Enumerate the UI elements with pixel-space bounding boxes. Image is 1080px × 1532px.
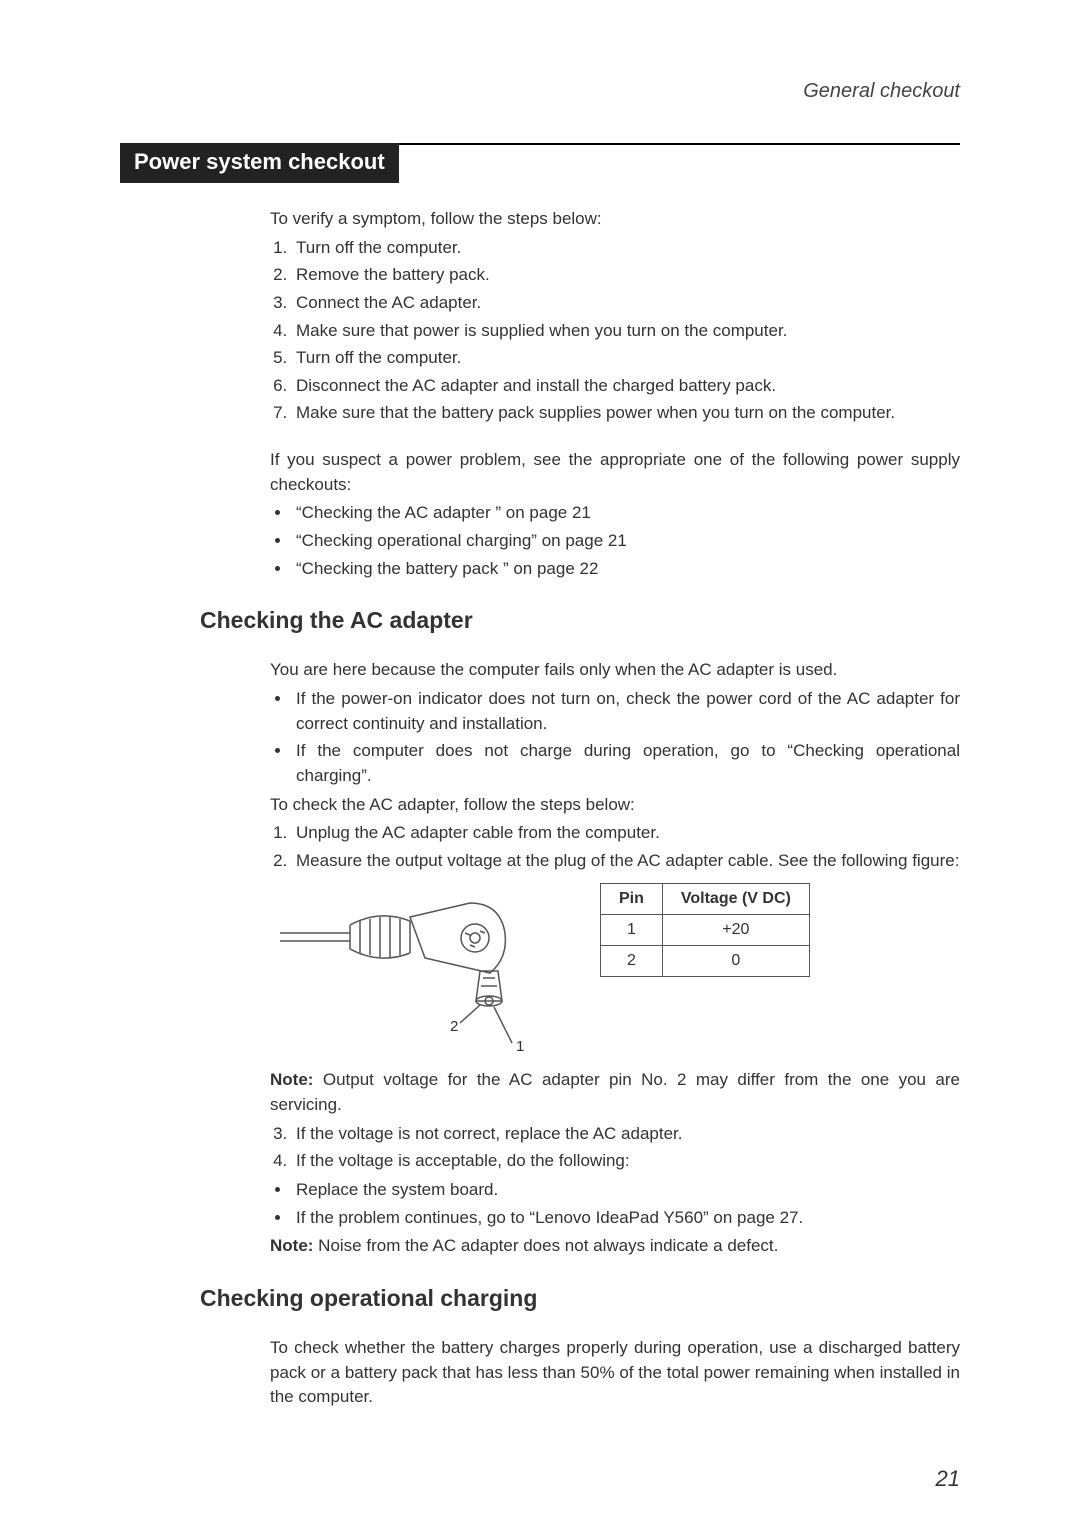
table-cell: +20 (662, 915, 809, 946)
table-header-pin: Pin (601, 884, 663, 915)
figure-and-table: 2 1 Pin Voltage (V DC) 1 +20 (280, 883, 960, 1058)
op-charging-heading: Checking operational charging (120, 1285, 960, 1312)
ac-steps-b: If the voltage is not correct, replace t… (270, 1122, 960, 1174)
list-item: “Checking the AC adapter ” on page 21 (292, 501, 960, 526)
table-cell: 0 (662, 946, 809, 977)
step-item: Turn off the computer. (292, 346, 960, 371)
step-item: Make sure that power is supplied when yo… (292, 319, 960, 344)
ac-bullets-a: If the power-on indicator does not turn … (270, 687, 960, 789)
checkouts-list: “Checking the AC adapter ” on page 21 “C… (270, 501, 960, 581)
table-cell: 1 (601, 915, 663, 946)
step-item: Measure the output voltage at the plug o… (292, 849, 960, 874)
step-item: Make sure that the battery pack supplies… (292, 401, 960, 426)
header-right: General checkout (120, 80, 960, 103)
list-item: “Checking the battery pack ” on page 22 (292, 557, 960, 582)
voltage-table: Pin Voltage (V DC) 1 +20 2 0 (600, 883, 810, 977)
step-item: Turn off the computer. (292, 236, 960, 261)
step-item: Remove the battery pack. (292, 263, 960, 288)
ac-intro: You are here because the computer fails … (270, 658, 960, 683)
note-label: Note: (270, 1070, 313, 1089)
list-item: If the computer does not charge during o… (292, 739, 960, 788)
ac-steps-a: Unplug the AC adapter cable from the com… (270, 821, 960, 873)
list-item: Replace the system board. (292, 1178, 960, 1203)
ac-adapter-content: You are here because the computer fails … (120, 658, 960, 1259)
ac-adapter-figure: 2 1 (280, 883, 560, 1058)
op-charging-paragraph: To check whether the battery charges pro… (270, 1336, 960, 1410)
table-row: 1 +20 (601, 915, 810, 946)
step-item: If the voltage is not correct, replace t… (292, 1122, 960, 1147)
suspect-paragraph: If you suspect a power problem, see the … (270, 448, 960, 497)
list-item: If the problem continues, go to “Lenovo … (292, 1206, 960, 1231)
page-number: 21 (936, 1466, 960, 1492)
list-item: “Checking operational charging” on page … (292, 529, 960, 554)
main-steps-list: Turn off the computer. Remove the batter… (270, 236, 960, 426)
note-text: Noise from the AC adapter does not alway… (313, 1236, 778, 1255)
intro-paragraph: To verify a symptom, follow the steps be… (270, 207, 960, 232)
main-content: To verify a symptom, follow the steps be… (120, 207, 960, 581)
note-1: Note: Output voltage for the AC adapter … (270, 1068, 960, 1117)
figure-label-2: 2 (450, 1018, 458, 1035)
ac-adapter-heading: Checking the AC adapter (120, 607, 960, 634)
page: General checkout Power system checkout T… (0, 0, 1080, 1532)
table-header-voltage: Voltage (V DC) (662, 884, 809, 915)
step-item: Connect the AC adapter. (292, 291, 960, 316)
figure-label-1: 1 (516, 1038, 524, 1053)
table-row: 2 0 (601, 946, 810, 977)
op-charging-content: To check whether the battery charges pro… (120, 1336, 960, 1410)
note-2: Note: Noise from the AC adapter does not… (270, 1234, 960, 1259)
step-item: Unplug the AC adapter cable from the com… (292, 821, 960, 846)
step-item: Disconnect the AC adapter and install th… (292, 374, 960, 399)
ac-check-intro: To check the AC adapter, follow the step… (270, 793, 960, 818)
step-item: If the voltage is acceptable, do the fol… (292, 1149, 960, 1174)
section-title: Power system checkout (120, 143, 399, 183)
table-cell: 2 (601, 946, 663, 977)
list-item: If the power-on indicator does not turn … (292, 687, 960, 736)
ac-bullets-b: Replace the system board. If the problem… (270, 1178, 960, 1230)
note-text: Output voltage for the AC adapter pin No… (270, 1070, 960, 1114)
note-label: Note: (270, 1236, 313, 1255)
